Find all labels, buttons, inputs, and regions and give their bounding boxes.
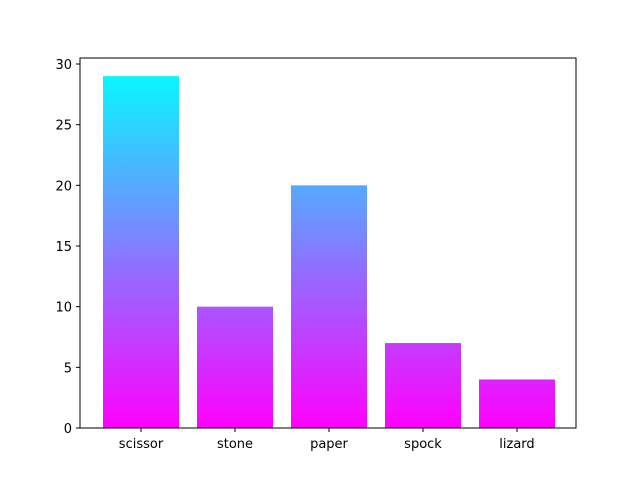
x-tick-label: stone [217, 437, 253, 452]
bar-paper [291, 185, 367, 428]
bar-spock [385, 343, 461, 428]
y-tick-label: 25 [55, 119, 72, 134]
bars-group [103, 76, 555, 428]
y-tick-label: 5 [64, 361, 72, 376]
y-tick-label: 0 [64, 422, 72, 437]
bar-scissor [103, 76, 179, 428]
x-tick-label: scissor [119, 437, 164, 452]
plot-frame [79, 57, 577, 429]
x-axis: scissor stone paper spock lizard [119, 428, 535, 452]
x-tick-label: paper [310, 437, 348, 452]
y-tick-label: 15 [55, 240, 72, 255]
x-tick-label: spock [404, 437, 442, 452]
bar-lizard [479, 379, 555, 428]
y-tick-label: 20 [55, 179, 72, 194]
y-axis: 0 5 10 15 20 25 30 [55, 58, 80, 437]
bar-stone [197, 306, 273, 428]
y-tick-label: 10 [55, 301, 72, 316]
y-tick-label: 30 [55, 58, 72, 73]
x-tick-label: lizard [499, 437, 534, 452]
